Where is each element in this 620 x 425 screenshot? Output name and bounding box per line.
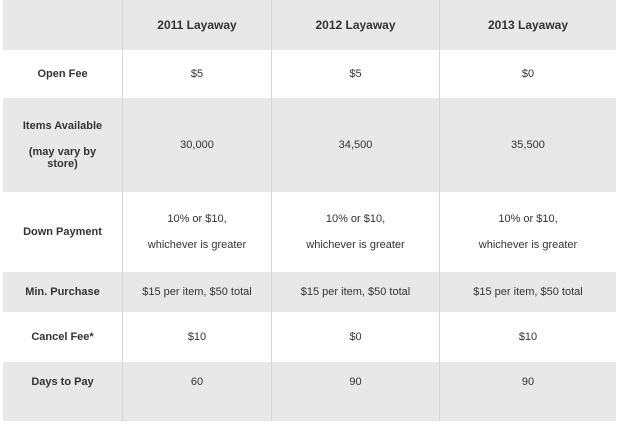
- column-header-2011: 2011 Layaway: [122, 0, 271, 50]
- table-cell: 35,500: [439, 98, 616, 192]
- column-header-label: 2012 Layaway: [315, 18, 396, 32]
- table-cell: $15 per item, $50 total: [439, 272, 616, 312]
- table-row-down-payment: Down Payment 10% or $10, whichever is gr…: [3, 192, 616, 272]
- table-cell: 10% or $10, whichever is greater: [271, 192, 439, 272]
- table-cell: $10: [122, 312, 271, 362]
- table-cell: 90: [271, 362, 439, 421]
- header-empty-cell: [3, 0, 122, 50]
- layaway-comparison-table: 2011 Layaway 2012 Layaway 2013 Layaway O…: [3, 0, 616, 421]
- column-header-label: 2011 Layaway: [157, 18, 237, 32]
- table-cell: $0: [271, 312, 439, 362]
- table-cell: $5: [122, 50, 271, 98]
- table-cell: 34,500: [271, 98, 439, 192]
- table-cell: 10% or $10, whichever is greater: [122, 192, 271, 272]
- column-header-2012: 2012 Layaway: [271, 0, 439, 50]
- row-label-items-available: Items Available (may vary by store): [3, 98, 122, 192]
- row-label-cancel-fee: Cancel Fee*: [3, 312, 122, 362]
- row-label-open-fee: Open Fee: [3, 50, 122, 98]
- table-cell: $0: [439, 50, 616, 98]
- table-header-row: 2011 Layaway 2012 Layaway 2013 Layaway: [3, 0, 616, 50]
- column-header-label: 2013 Layaway: [487, 18, 569, 32]
- table-cell: 30,000: [122, 98, 271, 192]
- column-header-2013: 2013 Layaway: [439, 0, 616, 50]
- table-row-cancel-fee: Cancel Fee* $10 $0 $10: [3, 312, 616, 362]
- table-row-items-available: Items Available (may vary by store) 30,0…: [3, 98, 616, 192]
- row-label-days-to-pay: Days to Pay: [3, 362, 122, 421]
- table-cell: $5: [271, 50, 439, 98]
- table-cell: 10% or $10, whichever is greater: [439, 192, 616, 272]
- row-label-down-payment: Down Payment: [3, 192, 122, 272]
- table-cell: $15 per item, $50 total: [271, 272, 439, 312]
- table-cell: 60: [122, 362, 271, 421]
- table-row-open-fee: Open Fee $5 $5 $0: [3, 50, 616, 98]
- table-row-days-to-pay: Days to Pay 60 90 90: [3, 362, 616, 421]
- table-row-min-purchase: Min. Purchase $15 per item, $50 total $1…: [3, 272, 616, 312]
- table-cell: $15 per item, $50 total: [122, 272, 271, 312]
- table-cell: $10: [439, 312, 616, 362]
- row-label-min-purchase: Min. Purchase: [3, 272, 122, 312]
- table-cell: 90: [439, 362, 616, 421]
